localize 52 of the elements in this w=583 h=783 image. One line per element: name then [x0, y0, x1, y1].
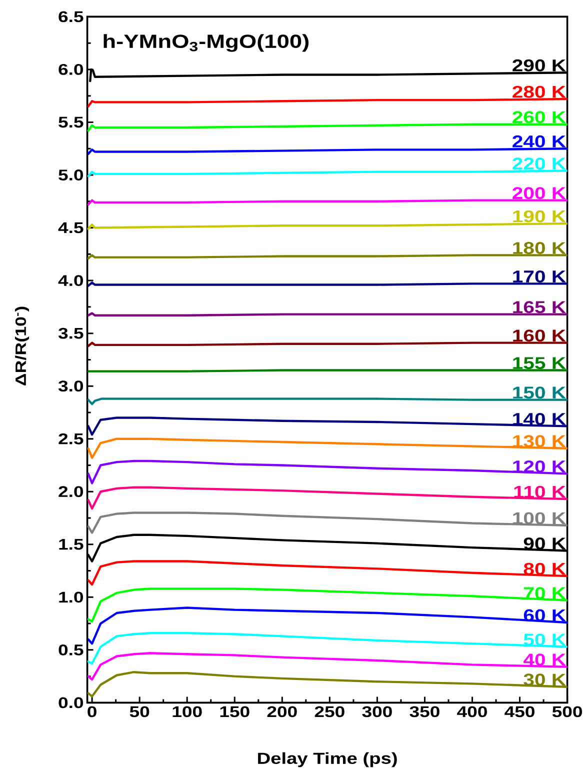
line-series [87, 606, 568, 645]
y-tick-label: 0.5 [58, 644, 84, 656]
x-tick-label: 450 [504, 706, 534, 718]
y-tick-label: 1.5 [59, 539, 84, 550]
series-label: 80 K [524, 562, 566, 575]
series-label: 180 K [513, 242, 566, 254]
x-tick-label: 50 [130, 706, 150, 718]
y-tick-label: 4.5 [58, 222, 84, 234]
line-series [87, 486, 568, 510]
y-tick-label: 6.0 [58, 64, 84, 75]
line-series [87, 670, 568, 698]
x-tick-label: 300 [362, 706, 392, 718]
y-tick-label: 2.5 [58, 433, 84, 444]
series-label: 165 K [513, 301, 566, 314]
series-label: 90 K [524, 538, 566, 550]
series-label: 290 K [512, 59, 566, 72]
y-tick-label: 2.0 [58, 486, 84, 498]
series-label: 155 K [513, 357, 566, 370]
series-label: 170 K [513, 270, 566, 283]
series-label: 40 K [523, 654, 566, 666]
x-tick-label: 250 [314, 706, 344, 718]
series-label: 110 K [514, 486, 566, 498]
x-axis-title: Delay Time (ps) [258, 752, 397, 768]
line-series [87, 98, 568, 108]
series-label: 240 K [512, 135, 566, 148]
series-label: 200 K [512, 187, 566, 200]
y-tick-label: 0.0 [58, 697, 84, 708]
y-tick-label: 3.0 [58, 380, 84, 392]
series-label: 260 K [512, 111, 566, 124]
series-label: 220 K [512, 158, 566, 170]
series-label: 130 K [513, 435, 566, 448]
y-tick-label: 4.0 [58, 275, 84, 286]
x-tick-label: 100 [172, 706, 202, 718]
x-tick-label: 350 [410, 706, 440, 718]
x-tick-label: 150 [220, 706, 250, 718]
series-label: 150 K [513, 386, 566, 399]
y-tick-label: 1.0 [59, 592, 84, 603]
y-tick-label: 5.5 [58, 116, 84, 128]
series-label: 190 K [513, 210, 566, 222]
y-tick-label: 5.0 [58, 170, 84, 180]
x-tick-label: 200 [267, 706, 297, 718]
series-label: 280 K [512, 86, 566, 98]
x-tick-label: 400 [457, 706, 487, 718]
text: h-YMnO$_{3}$-MgO(100) [104, 34, 309, 52]
y-tick-label: 6.5 [58, 11, 84, 22]
x-tick-label: 0 [88, 706, 96, 718]
line-series [87, 460, 568, 484]
series-label: 160 K [513, 330, 566, 342]
x-tick-label: 500 [552, 706, 582, 718]
y-axis-title: ΔR/R(10$^{-}$) [15, 306, 29, 386]
y-tick-label: 3.5 [58, 328, 84, 339]
series-label: 100 K [513, 512, 566, 524]
